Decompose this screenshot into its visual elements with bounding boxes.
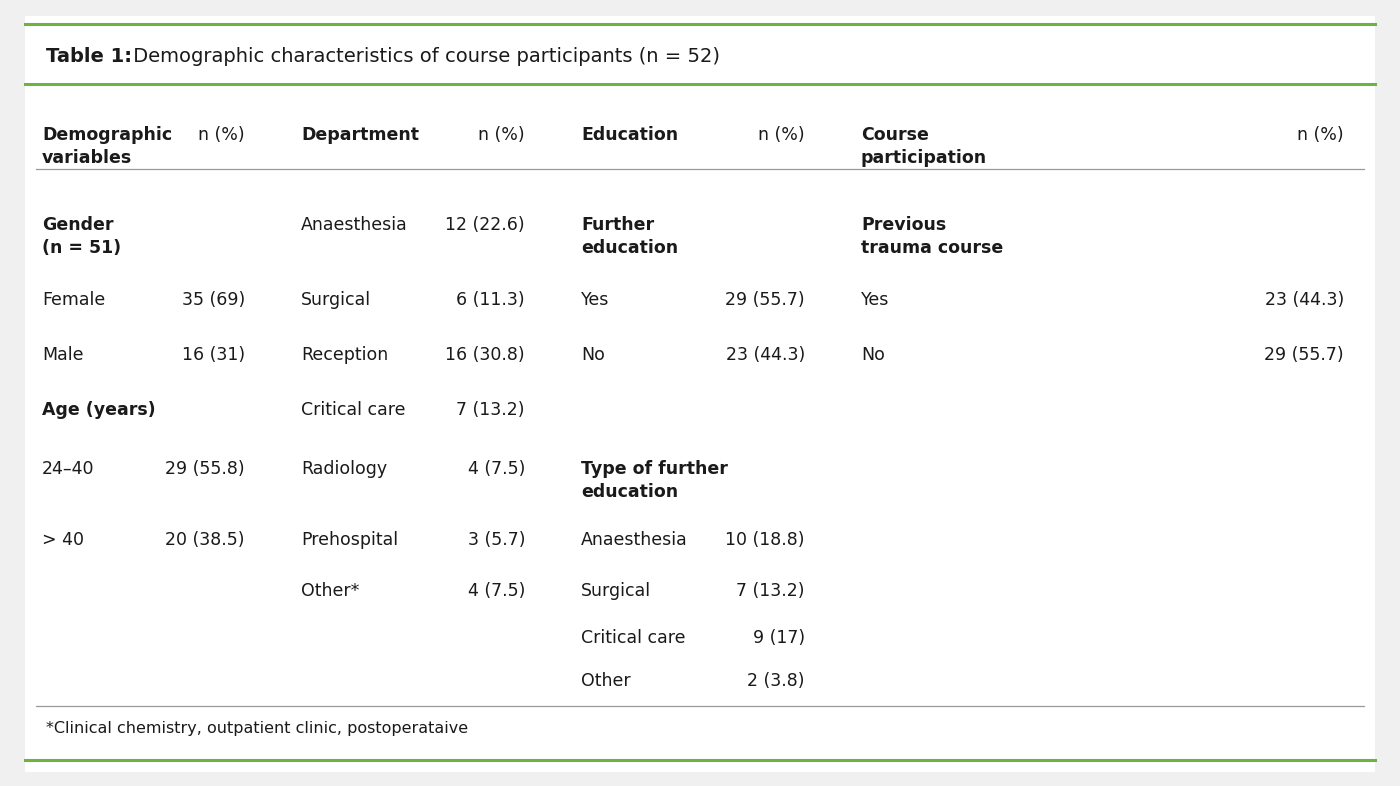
Text: Other: Other: [581, 672, 630, 690]
Text: Reception: Reception: [301, 346, 388, 364]
Text: Yes: Yes: [861, 291, 889, 309]
Text: No: No: [861, 346, 885, 364]
Text: Radiology: Radiology: [301, 460, 388, 478]
Text: n (%): n (%): [759, 126, 805, 144]
Text: *Clinical chemistry, outpatient clinic, postoperataive: *Clinical chemistry, outpatient clinic, …: [46, 721, 469, 736]
Text: Surgical: Surgical: [581, 582, 651, 600]
Text: 10 (18.8): 10 (18.8): [725, 531, 805, 549]
Text: 35 (69): 35 (69): [182, 291, 245, 309]
Text: Anaesthesia: Anaesthesia: [581, 531, 687, 549]
Text: n (%): n (%): [479, 126, 525, 144]
Text: Female: Female: [42, 291, 105, 309]
Text: n (%): n (%): [1298, 126, 1344, 144]
Text: Demographic characteristics of course participants (n = 52): Demographic characteristics of course pa…: [127, 47, 721, 66]
Text: Course
participation: Course participation: [861, 126, 987, 167]
Text: Male: Male: [42, 346, 84, 364]
Text: n (%): n (%): [199, 126, 245, 144]
Text: No: No: [581, 346, 605, 364]
Text: Critical care: Critical care: [301, 401, 406, 419]
Text: 4 (7.5): 4 (7.5): [468, 582, 525, 600]
Text: > 40: > 40: [42, 531, 84, 549]
Text: Demographic
variables: Demographic variables: [42, 126, 172, 167]
Text: 29 (55.7): 29 (55.7): [725, 291, 805, 309]
Text: Type of further
education: Type of further education: [581, 460, 728, 501]
Text: Education: Education: [581, 126, 678, 144]
Text: 7 (13.2): 7 (13.2): [736, 582, 805, 600]
Text: 24–40: 24–40: [42, 460, 95, 478]
Text: Age (years): Age (years): [42, 401, 155, 419]
Text: Anaesthesia: Anaesthesia: [301, 216, 407, 234]
Text: Gender
(n = 51): Gender (n = 51): [42, 216, 122, 257]
Text: Surgical: Surgical: [301, 291, 371, 309]
Text: 16 (30.8): 16 (30.8): [445, 346, 525, 364]
Text: Previous
trauma course: Previous trauma course: [861, 216, 1004, 257]
Text: 29 (55.7): 29 (55.7): [1264, 346, 1344, 364]
Text: Table 1:: Table 1:: [46, 47, 132, 66]
Text: 29 (55.8): 29 (55.8): [165, 460, 245, 478]
Text: 23 (44.3): 23 (44.3): [725, 346, 805, 364]
Text: Department: Department: [301, 126, 419, 144]
Text: 2 (3.8): 2 (3.8): [748, 672, 805, 690]
Text: Other*: Other*: [301, 582, 360, 600]
Text: 12 (22.6): 12 (22.6): [445, 216, 525, 234]
Text: 3 (5.7): 3 (5.7): [468, 531, 525, 549]
Text: 23 (44.3): 23 (44.3): [1264, 291, 1344, 309]
Text: 9 (17): 9 (17): [753, 629, 805, 647]
Text: 16 (31): 16 (31): [182, 346, 245, 364]
Text: 20 (38.5): 20 (38.5): [165, 531, 245, 549]
Text: Prehospital: Prehospital: [301, 531, 398, 549]
Text: Critical care: Critical care: [581, 629, 686, 647]
Text: Further
education: Further education: [581, 216, 678, 257]
Text: 6 (11.3): 6 (11.3): [456, 291, 525, 309]
Text: 4 (7.5): 4 (7.5): [468, 460, 525, 478]
Text: Yes: Yes: [581, 291, 609, 309]
Text: 7 (13.2): 7 (13.2): [456, 401, 525, 419]
